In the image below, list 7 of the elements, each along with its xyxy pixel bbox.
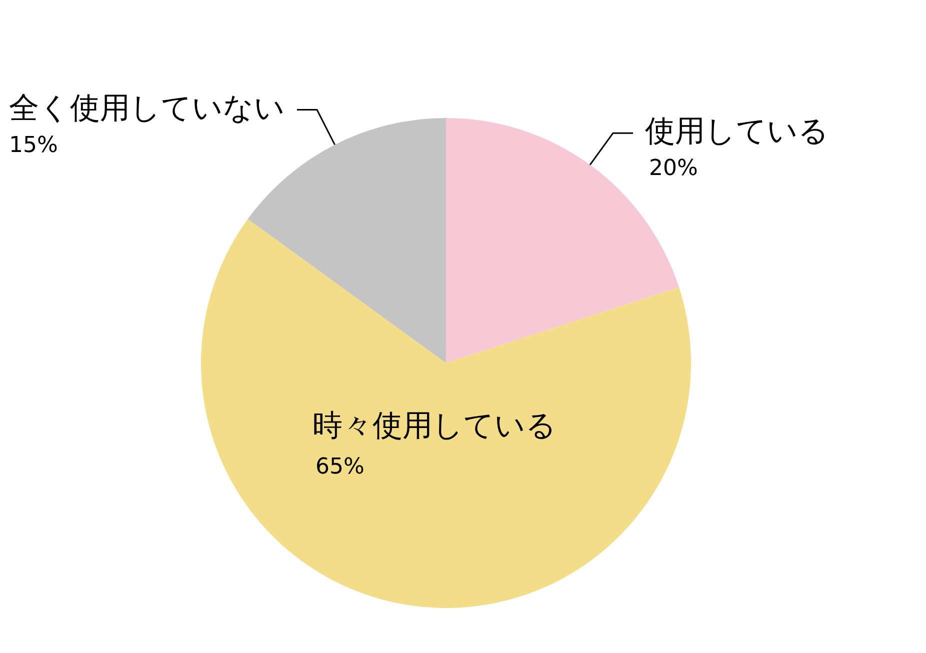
slice-label: 時々使用している	[312, 408, 556, 444]
slice-label: 使用している	[645, 114, 830, 150]
data-label: 15%	[8, 132, 58, 158]
slice-label: 全く使用していない	[8, 90, 285, 126]
data-label: 20%	[649, 156, 698, 182]
pie-slice	[201, 218, 691, 608]
data-label: 65%	[316, 454, 364, 480]
